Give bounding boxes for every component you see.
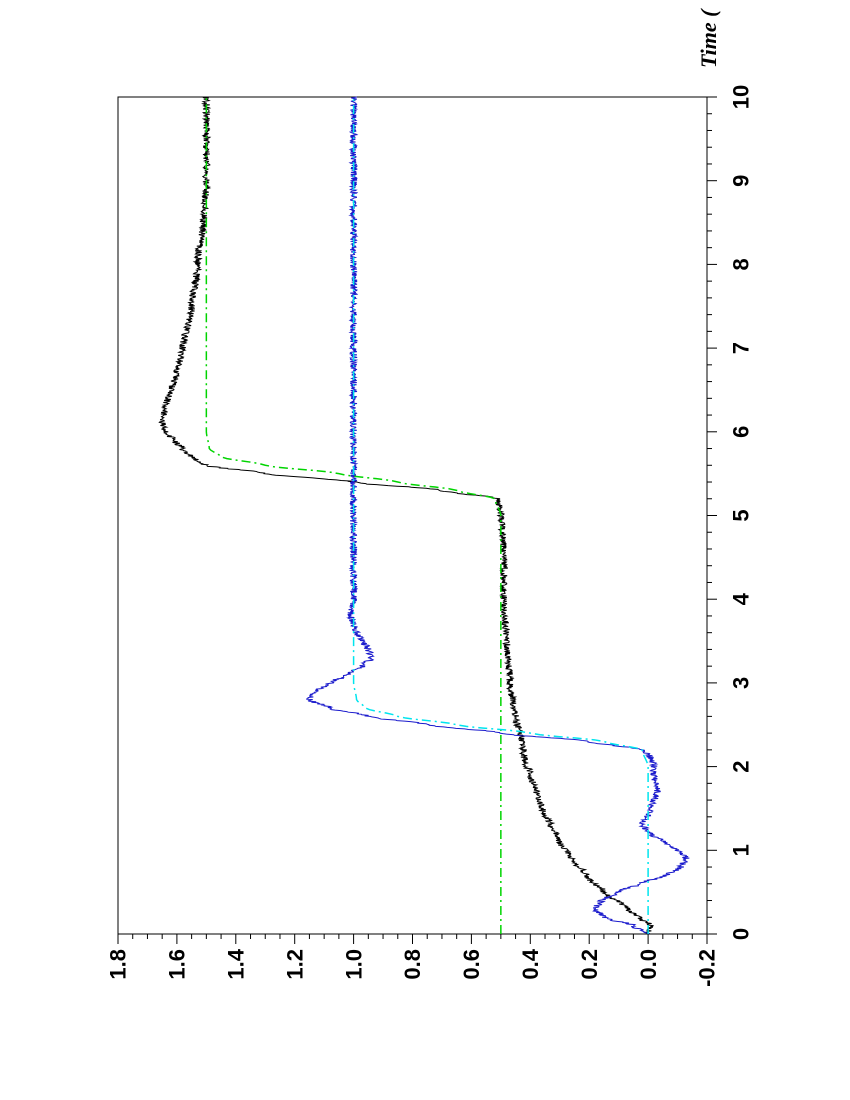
y-tick-label: 0.0 xyxy=(636,949,661,980)
x-tick-label: 7 xyxy=(729,342,754,354)
x-tick-label: 4 xyxy=(729,592,754,605)
series-group xyxy=(158,96,690,935)
x-tick-label: 9 xyxy=(729,175,754,187)
y-tick-label: 1.4 xyxy=(224,948,249,979)
x-tick-label: 5 xyxy=(729,509,754,521)
x-tick-label: 1 xyxy=(729,844,754,856)
x-tick-label: 8 xyxy=(729,258,754,270)
tick-group: 0 1 2 3 4 5 6 7 8 9 10 -0.2 0.0 0.2 0.4 0.6 0.8 1.0 1.2 1.4… xyxy=(106,85,754,987)
x-tick-label: 10 xyxy=(729,85,754,109)
y-tick-label: 0.8 xyxy=(400,949,425,980)
x-tick-label: 0 xyxy=(729,928,754,940)
series-line-2 xyxy=(306,96,690,935)
x-tick-label: 3 xyxy=(729,677,754,689)
y-tick-label: 1.0 xyxy=(341,949,366,980)
y-tick-label: -0.2 xyxy=(695,949,720,987)
x-tick-label: 6 xyxy=(729,426,754,438)
series-line-1 xyxy=(158,96,654,935)
series-line-3 xyxy=(205,97,502,934)
y-tick-label: 0.2 xyxy=(577,949,602,980)
x-axis-title: Time ( xyxy=(696,8,721,68)
y-tick-label: 1.8 xyxy=(106,949,131,980)
y-tick-label: 0.6 xyxy=(459,949,484,980)
y-tick-label: 0.4 xyxy=(518,948,543,979)
y-tick-label: 1.2 xyxy=(282,949,307,980)
series-line-4 xyxy=(352,97,649,934)
y-tick-label: 1.6 xyxy=(165,949,190,980)
x-tick-label: 2 xyxy=(729,760,754,772)
